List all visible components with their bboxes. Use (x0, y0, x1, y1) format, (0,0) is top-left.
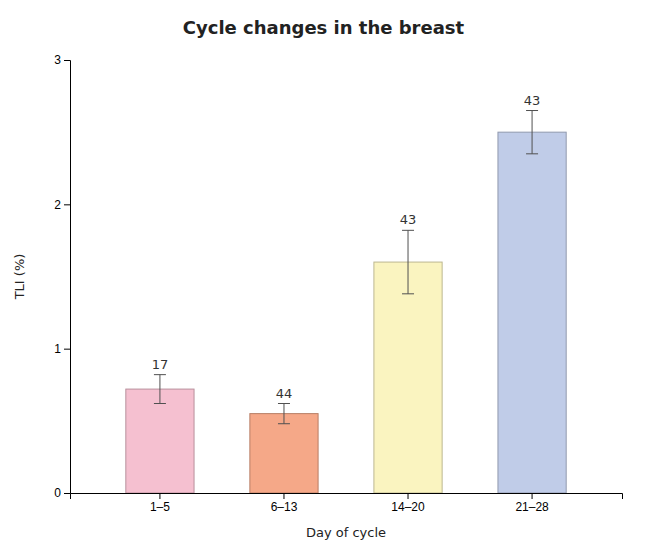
annotation: 44 (276, 386, 293, 401)
tick-mark (408, 493, 409, 499)
tick-mark (64, 204, 70, 205)
tick: 21–28 (515, 493, 549, 514)
annotation: 43 (400, 212, 417, 227)
tick-label: 2 (54, 198, 61, 212)
y-axis-title: TLI (%) (12, 254, 27, 301)
y-axis: 0 1 2 3 (54, 53, 70, 500)
tick: 0 (54, 486, 70, 500)
error-bar (154, 375, 166, 404)
tick-mark (283, 493, 284, 499)
tick-mark (64, 60, 70, 61)
tick: 1–5 (150, 493, 170, 514)
tick-mark (64, 349, 70, 350)
error-bar (526, 111, 538, 154)
tick: 3 (54, 53, 70, 67)
bar (250, 414, 318, 493)
axis-line (71, 494, 623, 500)
tick-mark (159, 493, 160, 499)
bar (374, 262, 442, 493)
x-axis-title: Day of cycle (306, 525, 386, 540)
axis-line (64, 61, 71, 494)
tick-label: 1–5 (150, 500, 170, 514)
tick-label: 21–28 (515, 500, 549, 514)
tick: 6–13 (271, 493, 298, 514)
tick-mark (532, 493, 533, 499)
tick-label: 14–20 (391, 500, 425, 514)
annotation: 43 (524, 93, 541, 108)
tick-label: 6–13 (271, 500, 298, 514)
bar (498, 132, 566, 493)
tick: 14–20 (391, 493, 425, 514)
tick: 1 (54, 342, 70, 356)
tick-label: 1 (54, 342, 61, 356)
tick-mark (64, 493, 70, 494)
tick-label: 3 (54, 53, 61, 67)
marks (126, 111, 566, 493)
error-bar (402, 230, 414, 294)
error-bar (278, 404, 290, 424)
x-axis: 1–5 6–13 14–20 21–28 (71, 493, 623, 514)
bar (126, 389, 194, 493)
annotation: 17 (152, 357, 169, 372)
chart: Cycle changes in the breast 1–5 6–13 14–20 2… (0, 0, 647, 553)
plot: 1–5 6–13 14–20 21–28 0 1 2 3 Day of cycle TLI (%)… (12, 53, 623, 540)
annotations: 17 44 43 43 (152, 93, 541, 401)
tick-label: 0 (54, 486, 61, 500)
title: Cycle changes in the breast (183, 17, 465, 38)
tick: 2 (54, 198, 70, 212)
